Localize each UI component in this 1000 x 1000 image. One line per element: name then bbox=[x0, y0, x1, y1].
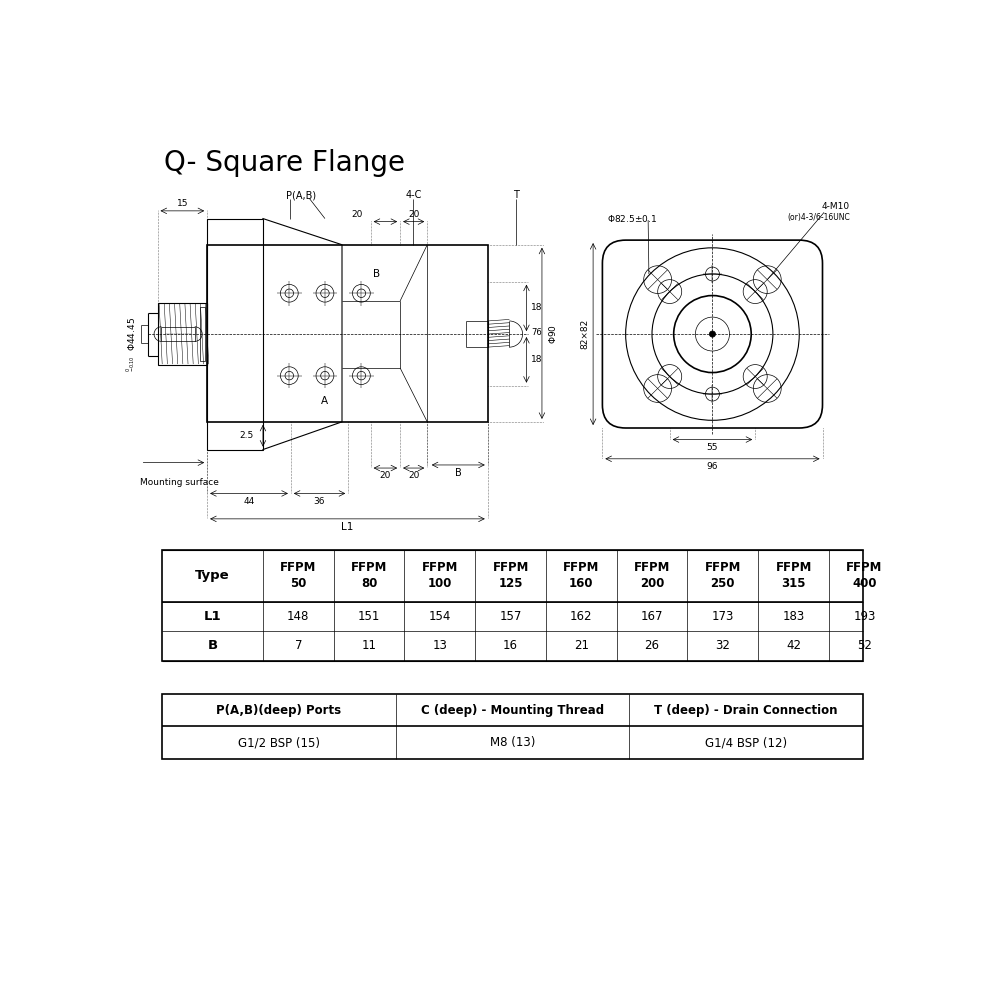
Text: 193: 193 bbox=[853, 610, 876, 623]
Text: Q- Square Flange: Q- Square Flange bbox=[164, 149, 405, 177]
Text: 157: 157 bbox=[499, 610, 522, 623]
Text: 44: 44 bbox=[243, 497, 255, 506]
Text: FFPM
125: FFPM 125 bbox=[492, 561, 529, 590]
Text: 20: 20 bbox=[408, 471, 419, 480]
Text: B: B bbox=[208, 639, 218, 652]
Text: 21: 21 bbox=[574, 639, 589, 652]
Bar bbox=[161, 327, 195, 341]
Bar bbox=[200, 307, 205, 361]
Circle shape bbox=[709, 331, 716, 337]
Text: 173: 173 bbox=[712, 610, 734, 623]
Text: 18: 18 bbox=[531, 355, 543, 364]
Text: FFPM
400: FFPM 400 bbox=[846, 561, 883, 590]
Text: 36: 36 bbox=[314, 497, 325, 506]
Text: Mounting surface: Mounting surface bbox=[140, 478, 219, 487]
Text: 76: 76 bbox=[531, 328, 542, 337]
Text: (or)4-3/6-16UNC: (or)4-3/6-16UNC bbox=[787, 213, 850, 222]
Bar bbox=[207, 245, 488, 422]
Text: 183: 183 bbox=[783, 610, 805, 623]
Text: 82×82: 82×82 bbox=[581, 319, 590, 349]
Text: 13: 13 bbox=[432, 639, 447, 652]
Text: FFPM
160: FFPM 160 bbox=[563, 561, 600, 590]
Text: 18: 18 bbox=[531, 303, 543, 312]
Text: C (deep) - Mounting Thread: C (deep) - Mounting Thread bbox=[421, 704, 604, 717]
Text: B: B bbox=[373, 269, 380, 279]
Text: 42: 42 bbox=[786, 639, 801, 652]
Text: FFPM
200: FFPM 200 bbox=[634, 561, 670, 590]
Text: Type: Type bbox=[195, 569, 230, 582]
Text: 4-M10: 4-M10 bbox=[822, 202, 850, 211]
Bar bbox=[207, 219, 263, 450]
Text: P(A,B)(deep) Ports: P(A,B)(deep) Ports bbox=[216, 704, 342, 717]
Bar bbox=[162, 550, 863, 661]
Text: T: T bbox=[513, 190, 519, 200]
Bar bbox=[158, 303, 207, 365]
Text: 26: 26 bbox=[645, 639, 660, 652]
Text: FFPM
80: FFPM 80 bbox=[351, 561, 387, 590]
Text: L1: L1 bbox=[341, 522, 354, 532]
Text: $\Phi$44.45: $\Phi$44.45 bbox=[126, 317, 137, 351]
Text: FFPM
50: FFPM 50 bbox=[280, 561, 317, 590]
Text: FFPM
315: FFPM 315 bbox=[775, 561, 812, 590]
Text: 7: 7 bbox=[295, 639, 302, 652]
Text: 20: 20 bbox=[352, 210, 363, 219]
Text: 16: 16 bbox=[503, 639, 518, 652]
Text: FFPM
100: FFPM 100 bbox=[422, 561, 458, 590]
Text: 96: 96 bbox=[707, 462, 718, 471]
Text: FFPM
250: FFPM 250 bbox=[705, 561, 741, 590]
Text: 2.5: 2.5 bbox=[239, 431, 254, 440]
Text: 4-C: 4-C bbox=[405, 190, 421, 200]
Text: 162: 162 bbox=[570, 610, 593, 623]
Text: 32: 32 bbox=[715, 639, 730, 652]
Text: 151: 151 bbox=[358, 610, 380, 623]
Text: T (deep) - Drain Connection: T (deep) - Drain Connection bbox=[654, 704, 838, 717]
Text: P(A,B): P(A,B) bbox=[286, 190, 316, 200]
Text: 55: 55 bbox=[707, 443, 718, 452]
Text: M8 (13): M8 (13) bbox=[490, 736, 535, 749]
Text: 15: 15 bbox=[177, 199, 188, 208]
Text: $^0_{-0.10}$: $^0_{-0.10}$ bbox=[125, 356, 138, 372]
Text: 20: 20 bbox=[380, 471, 391, 480]
Text: B: B bbox=[455, 468, 462, 478]
Text: 154: 154 bbox=[429, 610, 451, 623]
Bar bbox=[162, 694, 863, 759]
Text: 20: 20 bbox=[408, 210, 419, 219]
Text: A: A bbox=[321, 396, 329, 406]
Text: $\Phi$82.5$\pm$0.1: $\Phi$82.5$\pm$0.1 bbox=[607, 213, 657, 224]
Text: 52: 52 bbox=[857, 639, 872, 652]
Text: $\Phi$90: $\Phi$90 bbox=[547, 324, 558, 344]
Text: G1/2 BSP (15): G1/2 BSP (15) bbox=[238, 736, 320, 749]
Text: 11: 11 bbox=[362, 639, 377, 652]
Text: L1: L1 bbox=[204, 610, 221, 623]
Text: 167: 167 bbox=[641, 610, 663, 623]
Text: G1/4 BSP (12): G1/4 BSP (12) bbox=[705, 736, 787, 749]
Text: 148: 148 bbox=[287, 610, 310, 623]
